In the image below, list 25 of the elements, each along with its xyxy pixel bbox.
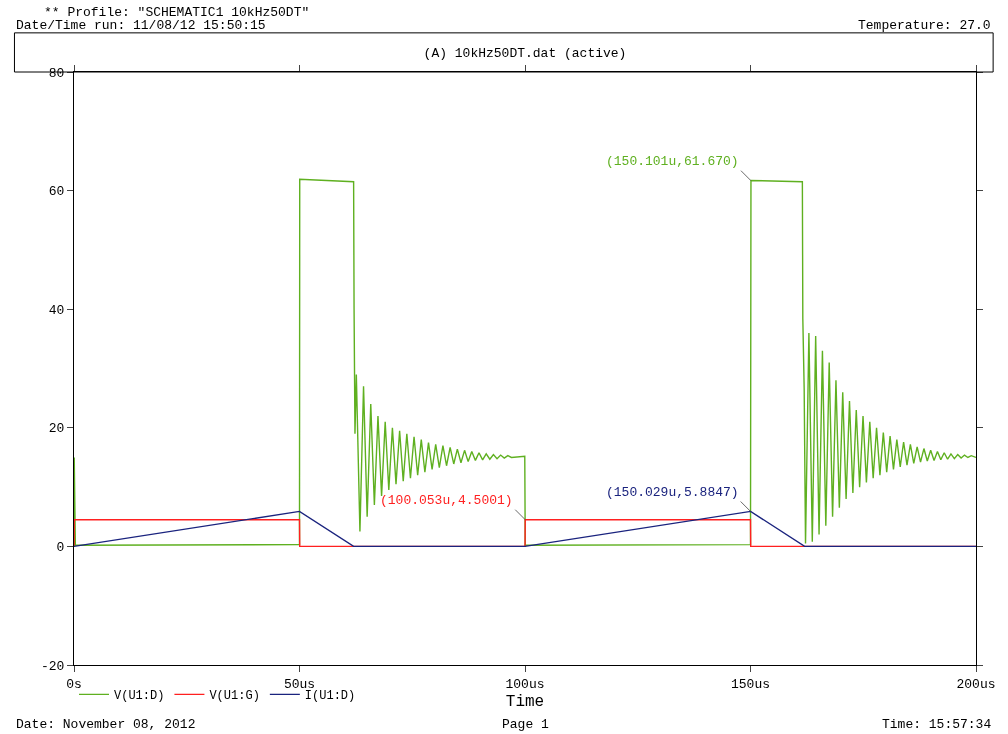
y-tick-label: 20	[48, 421, 65, 437]
legend-label: V(U1:D)	[114, 689, 165, 704]
y-tick-label: 40	[48, 302, 65, 318]
line-series	[74, 178, 976, 548]
legend-label: V(U1:G)	[209, 689, 260, 704]
x-tick-label: 100us	[505, 676, 545, 692]
y-tick-label: 60	[48, 184, 65, 200]
x-axis-title: Time	[505, 693, 545, 712]
annotation: (150.101u,61.670)	[606, 154, 739, 169]
annotation: (100.053u,4.5001)	[380, 493, 513, 508]
x-tick-label: 150us	[730, 676, 771, 692]
y-tick-label: -20	[40, 658, 65, 674]
y-tick-label: 80	[48, 65, 65, 81]
x-tick-label: 200us	[956, 676, 996, 692]
text: Temperature: 27.0	[858, 18, 991, 33]
text: Date: November 08, 2012	[16, 717, 196, 732]
legend-label: I(U1:D)	[304, 689, 356, 704]
text: Page 1	[502, 717, 550, 732]
annotation: (150.029u,5.8847)	[606, 485, 739, 500]
chart-title: (A) 10kHz50DT.dat (active)	[423, 45, 627, 61]
text: ** Profile: "SCHEMATIC1 10kHz50DT"	[44, 5, 310, 20]
x-tick-label: 0s	[66, 676, 82, 692]
text: Date/Time run: 11/08/12 15:50:15	[16, 18, 266, 33]
y-tick-label: 0	[56, 539, 65, 555]
text: Time: 15:57:34	[882, 717, 992, 732]
